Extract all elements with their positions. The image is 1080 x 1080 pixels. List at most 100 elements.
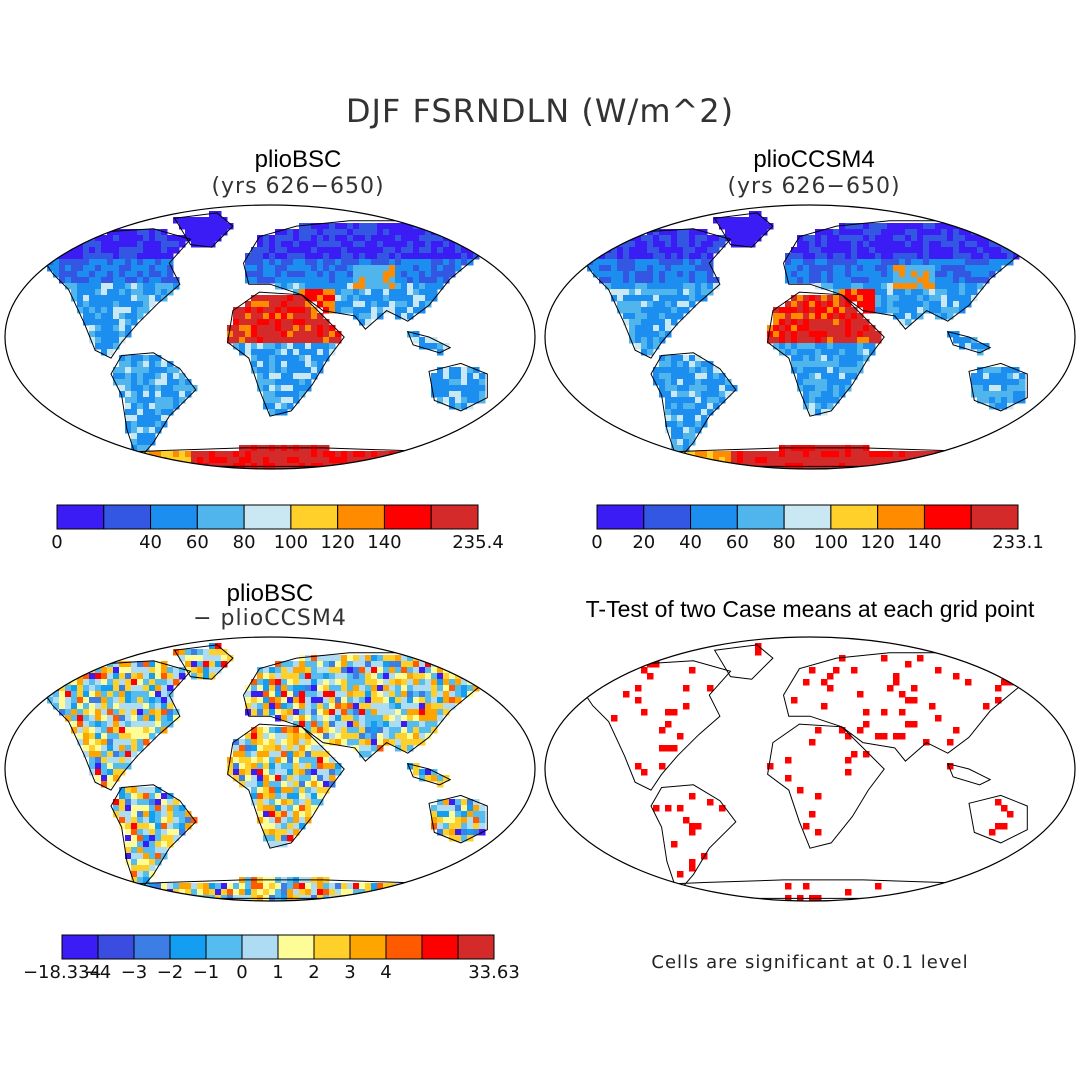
map-cell xyxy=(821,391,828,398)
map-cell xyxy=(329,253,336,260)
map-cell xyxy=(275,409,282,416)
map-cell xyxy=(803,385,810,392)
map-cell xyxy=(77,715,84,722)
map-cell xyxy=(197,655,204,662)
map-cell xyxy=(965,223,972,230)
map-cell xyxy=(59,673,66,680)
map-cell xyxy=(107,685,114,692)
map-cell xyxy=(113,775,120,782)
map-cell xyxy=(449,253,456,260)
map-cell xyxy=(65,241,72,248)
map-cell xyxy=(407,763,414,770)
map-cell xyxy=(875,883,882,890)
map-cell xyxy=(485,463,492,469)
map-cell xyxy=(821,379,828,386)
map-cell xyxy=(413,289,420,296)
map-cell xyxy=(713,277,720,284)
map-cell xyxy=(323,709,330,716)
map-cell xyxy=(155,235,162,242)
map-cell xyxy=(425,715,432,722)
map-cell xyxy=(119,277,126,284)
map-cell xyxy=(695,259,702,266)
map-cell xyxy=(353,229,360,236)
map-cell xyxy=(287,331,294,338)
map-cell xyxy=(203,673,210,680)
map-cell xyxy=(167,817,174,824)
map-cell xyxy=(605,235,612,242)
map-cell xyxy=(719,241,726,248)
map-cell xyxy=(851,331,858,338)
map-cell xyxy=(989,379,996,386)
map-cell xyxy=(299,781,306,788)
map-cell xyxy=(629,247,636,254)
map-cell xyxy=(497,895,504,901)
map-cell xyxy=(503,463,510,469)
map-cell xyxy=(887,265,894,272)
map-cell xyxy=(965,265,972,272)
map-cell xyxy=(965,235,972,242)
map-cell xyxy=(155,427,162,434)
map-cell xyxy=(947,277,954,284)
map-cell xyxy=(1031,463,1038,469)
map-cell xyxy=(455,463,462,469)
map-cell xyxy=(233,883,240,890)
map-cell xyxy=(473,463,480,469)
map-cell xyxy=(437,703,444,710)
map-cell xyxy=(233,889,240,896)
map-cell xyxy=(125,313,132,320)
map-cell xyxy=(293,781,300,788)
map-cell xyxy=(329,727,336,734)
map-cell xyxy=(119,463,126,469)
map-cell xyxy=(161,715,168,722)
map-cell xyxy=(125,379,132,386)
map-cell xyxy=(791,277,798,284)
map-cell xyxy=(809,259,816,266)
map-cell xyxy=(401,223,408,230)
map-cell xyxy=(845,331,852,338)
map-cell xyxy=(425,733,432,740)
map-cell xyxy=(425,295,432,302)
map-cell xyxy=(275,781,282,788)
map-cell xyxy=(329,889,336,896)
map-cell xyxy=(791,331,798,338)
map-cell xyxy=(233,325,240,332)
map-cell xyxy=(413,301,420,308)
map-cell xyxy=(335,667,342,674)
map-cell xyxy=(359,673,366,680)
map-cell xyxy=(365,301,372,308)
map-cell xyxy=(647,313,654,320)
map-cell xyxy=(131,883,138,890)
map-cell xyxy=(83,679,90,686)
map-cell xyxy=(323,307,330,314)
colorbar-tick-label: 235.4 xyxy=(452,532,504,553)
map-cell xyxy=(431,271,438,278)
map-cell xyxy=(101,667,108,674)
map-cell xyxy=(353,685,360,692)
map-cell xyxy=(461,235,468,242)
map-cell xyxy=(275,691,282,698)
map-cell xyxy=(449,811,456,818)
map-cell xyxy=(125,745,132,752)
map-cell xyxy=(155,463,162,469)
map-cell xyxy=(251,799,258,806)
map-cell xyxy=(377,733,384,740)
map-cell xyxy=(311,745,318,752)
map-cell xyxy=(401,661,408,668)
map-cell xyxy=(965,271,972,278)
map-cell xyxy=(641,667,648,674)
map-cell xyxy=(167,715,174,722)
map-cell xyxy=(983,373,990,380)
map-cell xyxy=(101,781,108,788)
map-cell xyxy=(365,655,372,662)
map-cell xyxy=(167,283,174,290)
map-cell xyxy=(317,775,324,782)
map-cell xyxy=(269,349,276,356)
map-cell xyxy=(119,895,126,901)
map-cell xyxy=(353,283,360,290)
map-cell xyxy=(629,259,636,266)
map-cell xyxy=(407,463,414,469)
map-cell xyxy=(299,691,306,698)
map-cell xyxy=(431,463,438,469)
map-cell xyxy=(281,781,288,788)
map-cell xyxy=(131,673,138,680)
